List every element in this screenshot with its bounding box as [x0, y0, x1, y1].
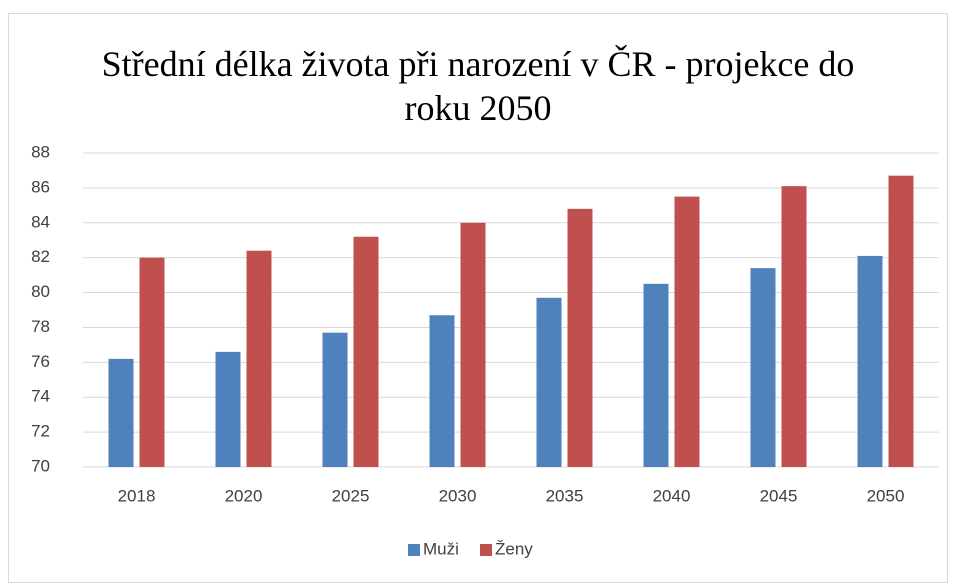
legend-swatch: [480, 544, 492, 556]
bar: [215, 351, 241, 467]
bar: [536, 297, 562, 467]
y-tick-label: 84: [31, 212, 50, 231]
x-tick-label: 2020: [225, 486, 263, 505]
x-tick-label: 2045: [760, 486, 798, 505]
bar: [353, 236, 379, 467]
x-tick-label: 2018: [118, 486, 156, 505]
bar: [857, 255, 883, 467]
bar: [750, 268, 776, 467]
y-tick-label: 72: [31, 422, 50, 441]
y-tick-label: 70: [31, 456, 50, 475]
bar: [781, 186, 807, 467]
y-tick-label: 74: [31, 387, 50, 406]
y-tick-label: 76: [31, 352, 50, 371]
bar: [429, 315, 455, 467]
bar: [139, 257, 165, 467]
bar: [643, 283, 669, 467]
bar: [567, 208, 593, 468]
bar: [888, 175, 914, 467]
legend-swatch: [408, 544, 420, 556]
bar: [246, 250, 272, 467]
legend-label: Muži: [423, 539, 459, 558]
x-tick-label: 2035: [546, 486, 584, 505]
bar: [108, 358, 134, 467]
bar: [322, 332, 348, 467]
x-tick-label: 2030: [439, 486, 477, 505]
bar: [674, 196, 700, 467]
y-tick-label: 80: [31, 282, 50, 301]
x-tick-label: 2050: [867, 486, 905, 505]
chart-title: Střední délka života při narození v ČR -…: [101, 44, 855, 128]
x-tick-label: 2025: [332, 486, 370, 505]
y-tick-label: 88: [31, 142, 50, 161]
x-tick-label: 2040: [653, 486, 691, 505]
bar: [460, 222, 486, 467]
y-tick-label: 86: [31, 177, 50, 196]
legend-label: Ženy: [495, 539, 533, 558]
y-tick-label: 78: [31, 317, 50, 336]
y-tick-label: 82: [31, 247, 50, 266]
